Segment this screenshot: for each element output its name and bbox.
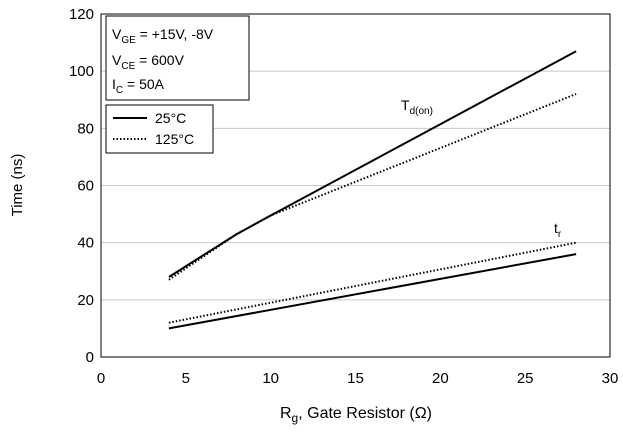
y-tick-label: 80: [77, 120, 94, 137]
x-tick-label: 0: [97, 370, 105, 387]
x-tick-label: 20: [432, 370, 449, 387]
condition-ic: IC = 50A: [112, 76, 165, 96]
x-axis-label-main: R: [280, 405, 292, 422]
plot-border: [100, 13, 611, 358]
y-tick-label: 100: [69, 63, 94, 80]
y-axis-label: Time (ns): [9, 154, 26, 217]
curve-label-tdon: Td(on): [401, 97, 433, 117]
y-tick-label: 40: [77, 235, 94, 252]
y-tick-label: 120: [69, 6, 94, 23]
legend-label-125c: 125°C: [155, 131, 194, 147]
x-tick-label: 10: [262, 370, 279, 387]
y-tick-labels: 0 20 40 60 80 100 120: [69, 6, 94, 366]
x-tick-label: 30: [602, 370, 619, 387]
x-axis-label-sub: g: [292, 411, 299, 425]
x-tick-label: 15: [347, 370, 364, 387]
x-axis-label-rest: , Gate Resistor (Ω): [298, 405, 432, 422]
legend-label-25c: 25°C: [155, 110, 186, 126]
x-tick-labels: 0 5 10 15 20 25 30: [97, 370, 619, 387]
x-axis-label: Rg, Gate Resistor (Ω): [280, 405, 432, 425]
series-line-tdon-25c: [168, 50, 577, 278]
conditions-box: VGE = +15V, -8V VCE = 600V IC = 50A: [105, 15, 250, 101]
series-line-tr-125c: [168, 241, 577, 324]
y-tick-label: 60: [77, 178, 94, 195]
series-line-tdon-125c: [168, 93, 577, 281]
plot-frame: [100, 13, 611, 358]
condition-vge: VGE = +15V, -8V: [112, 26, 214, 46]
legend: 25°C 125°C: [105, 104, 214, 154]
x-tick-label: 25: [517, 370, 534, 387]
series-layer: [168, 50, 577, 330]
series-line-tr-25c: [168, 253, 577, 330]
x-tick-label: 5: [182, 370, 190, 387]
condition-vce: VCE = 600V: [112, 52, 185, 72]
curve-label-tr: tr: [554, 220, 562, 240]
y-tick-label: 20: [77, 292, 94, 309]
y-tick-label: 0: [86, 349, 94, 366]
